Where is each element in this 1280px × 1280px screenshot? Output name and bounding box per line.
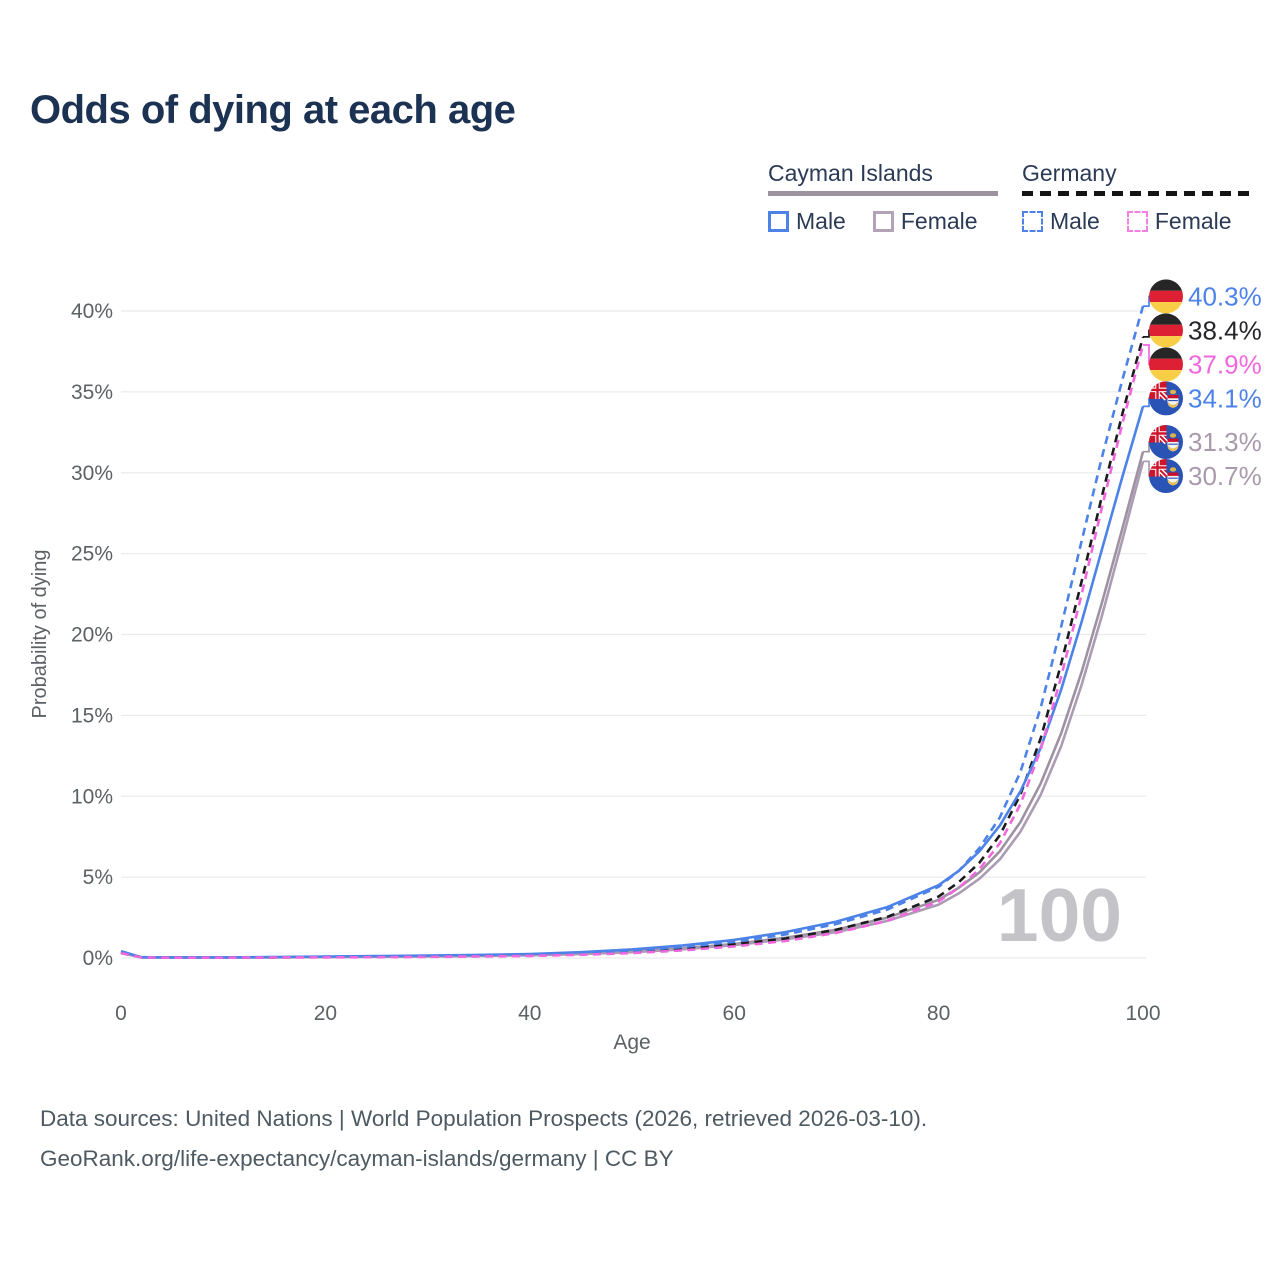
page-title: Odds of dying at each age [30, 88, 516, 132]
x-axis-title: Age [613, 1031, 650, 1054]
end-value-label: 40.3% [1188, 281, 1262, 311]
x-tick-label: 0 [115, 1002, 127, 1025]
flag-icon-ky [1149, 425, 1183, 459]
end-label-de-male[interactable]: 40.3% [1143, 279, 1262, 313]
end-label-de-both[interactable]: 38.4% [1143, 313, 1262, 347]
series-line-ky-male[interactable] [120, 406, 1145, 959]
cayman-male-swatch[interactable] [768, 210, 789, 232]
end-value-label: 34.1% [1188, 383, 1262, 413]
series-line-ky-female[interactable] [120, 461, 1145, 959]
series-line-de-both[interactable] [120, 336, 1145, 959]
x-tick-label: 60 [723, 1002, 746, 1025]
flag-icon-de [1149, 347, 1183, 381]
footer-sources: Data sources: United Nations | World Pop… [40, 1106, 928, 1131]
legend-group-cayman-islands: Cayman Islands Male Female [768, 160, 998, 235]
x-tick-label: 40 [518, 1002, 541, 1025]
legend-group-germany: Germany Male Female [1022, 160, 1252, 235]
series-layer [120, 305, 1145, 959]
end-label-ky-both[interactable]: 31.3% [1143, 425, 1262, 459]
x-tick-label: 100 [1125, 1002, 1160, 1025]
y-tick-label: 20% [71, 624, 113, 647]
flag-icon-de [1149, 313, 1183, 347]
flag-icon-de [1149, 279, 1183, 313]
end-value-label: 30.7% [1188, 461, 1262, 491]
x-tick-label: 80 [927, 1002, 950, 1025]
flag-icon-ky [1149, 381, 1183, 415]
end-label-layer: 40.3% 38.4% 37.9% 34.1% 31.3% 30.7% [1143, 279, 1262, 493]
y-tick-label: 15% [71, 704, 113, 727]
y-tick-label: 5% [83, 866, 113, 889]
cayman-female-label[interactable]: Female [900, 207, 978, 234]
germany-style-underline [1022, 191, 1252, 196]
germany-male-swatch[interactable] [1022, 210, 1043, 232]
legend-country-germany[interactable]: Germany [1022, 160, 1117, 186]
y-tick-label: 40% [71, 300, 113, 323]
end-label-ky-male[interactable]: 34.1% [1143, 381, 1262, 415]
cayman-female-swatch[interactable] [872, 210, 894, 232]
end-value-label: 38.4% [1188, 315, 1262, 345]
y-tick-label: 0% [83, 947, 113, 970]
age-watermark: 100 [997, 873, 1122, 957]
flag-icon-ky [1149, 459, 1183, 493]
y-tick-label: 30% [71, 462, 113, 485]
y-tick-label: 10% [71, 785, 113, 808]
grid-layer [121, 310, 1146, 959]
footer-attribution[interactable]: GeoRank.org/life-expectancy/cayman-islan… [40, 1146, 674, 1171]
germany-male-label[interactable]: Male [1050, 207, 1100, 234]
series-line-ky-both[interactable] [120, 451, 1145, 959]
x-tick-label: 20 [314, 1002, 337, 1025]
legend-country-cayman-islands[interactable]: Cayman Islands [768, 160, 933, 186]
axis-layer: 0% 5% 10% 15% 20% 25% 30% 35% 40% 0 20 40 60 80 100 Age… [29, 300, 1161, 1054]
watermark-layer: 100 [997, 873, 1122, 957]
y-tick-label: 25% [71, 543, 113, 566]
cayman-male-label[interactable]: Male [796, 207, 846, 234]
end-value-label: 31.3% [1188, 427, 1262, 457]
end-value-label: 37.9% [1188, 349, 1262, 379]
y-tick-label: 35% [71, 381, 113, 404]
y-axis-title: Probability of dying [29, 550, 51, 719]
germany-female-label[interactable]: Female [1154, 207, 1232, 234]
germany-female-swatch[interactable] [1126, 210, 1148, 232]
series-line-de-female[interactable] [120, 344, 1145, 959]
series-line-de-male[interactable] [120, 305, 1145, 959]
cayman-style-underline [768, 191, 998, 196]
end-label-de-female[interactable]: 37.9% [1143, 344, 1262, 381]
end-label-ky-female[interactable]: 30.7% [1143, 459, 1262, 493]
